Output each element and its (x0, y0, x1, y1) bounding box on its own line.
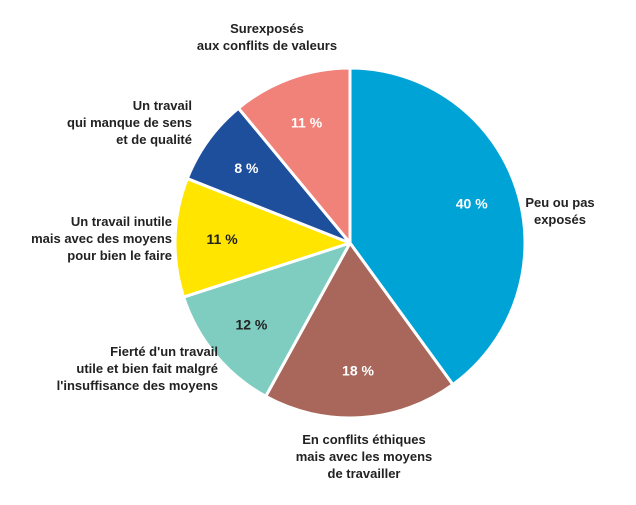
slice-category-label-1: Peu ou pas exposés (525, 195, 594, 227)
pie-slice-2 (264, 241, 455, 420)
slice-category-label-5: Un travail qui manque de sens et de qualit… (67, 98, 192, 147)
slice-category-label-line: Surexposés (230, 21, 304, 36)
pie-slices (173, 66, 527, 420)
slice-category-label-line: l'insuffisance des moyens (57, 378, 218, 393)
slice-category-label-line: et de qualité (116, 132, 192, 147)
slice-value-label-2: 18 % (342, 363, 374, 379)
pie-slice-3 (182, 241, 352, 398)
pie-slice-1 (348, 66, 527, 387)
slice-category-label-line: Un travail (133, 98, 192, 113)
slice-category-label-line: Un travail inutile (71, 214, 172, 229)
slice-category-label-4: Un travail inutile mais avec des moyens po… (31, 214, 172, 263)
slice-category-label-line: aux conflits de valeurs (197, 38, 337, 53)
slice-value-label-3: 12 % (235, 317, 267, 333)
slice-category-label-line: En conflits éthiques (302, 432, 426, 447)
slice-value-labels: 40 % 18 % 12 % 11 % 8 % 11 % (207, 115, 489, 379)
pie-slice-6 (236, 66, 352, 245)
slice-category-label-line: de travailler (328, 466, 401, 481)
pie-slice-4 (173, 177, 352, 299)
slice-value-label-6: 11 % (291, 115, 323, 131)
slice-category-label-3: Fierté d'un travail utile et bien fait ma… (57, 344, 218, 393)
slice-value-label-5: 8 % (234, 160, 259, 176)
slice-category-label-6: Surexposés aux conflits de valeurs (197, 21, 337, 53)
slice-category-label-line: Peu ou pas (525, 195, 594, 210)
slice-category-label-line: exposés (534, 212, 586, 227)
slice-category-label-line: mais avec des moyens (31, 231, 172, 246)
slice-category-label-line: Fierté d'un travail (110, 344, 218, 359)
slice-value-label-4: 11 % (207, 231, 239, 247)
slice-value-label-1: 40 % (456, 195, 488, 211)
slice-category-label-line: pour bien le faire (67, 248, 172, 263)
slice-category-labels: Peu ou pas exposés En conflits éthiques mai… (31, 21, 595, 481)
slice-category-label-line: qui manque de sens (67, 115, 192, 130)
slice-category-label-line: utile et bien fait malgré (76, 361, 218, 376)
slice-category-label-line: mais avec les moyens (296, 449, 433, 464)
slice-category-label-2: En conflits éthiques mais avec les moyens… (296, 432, 433, 481)
